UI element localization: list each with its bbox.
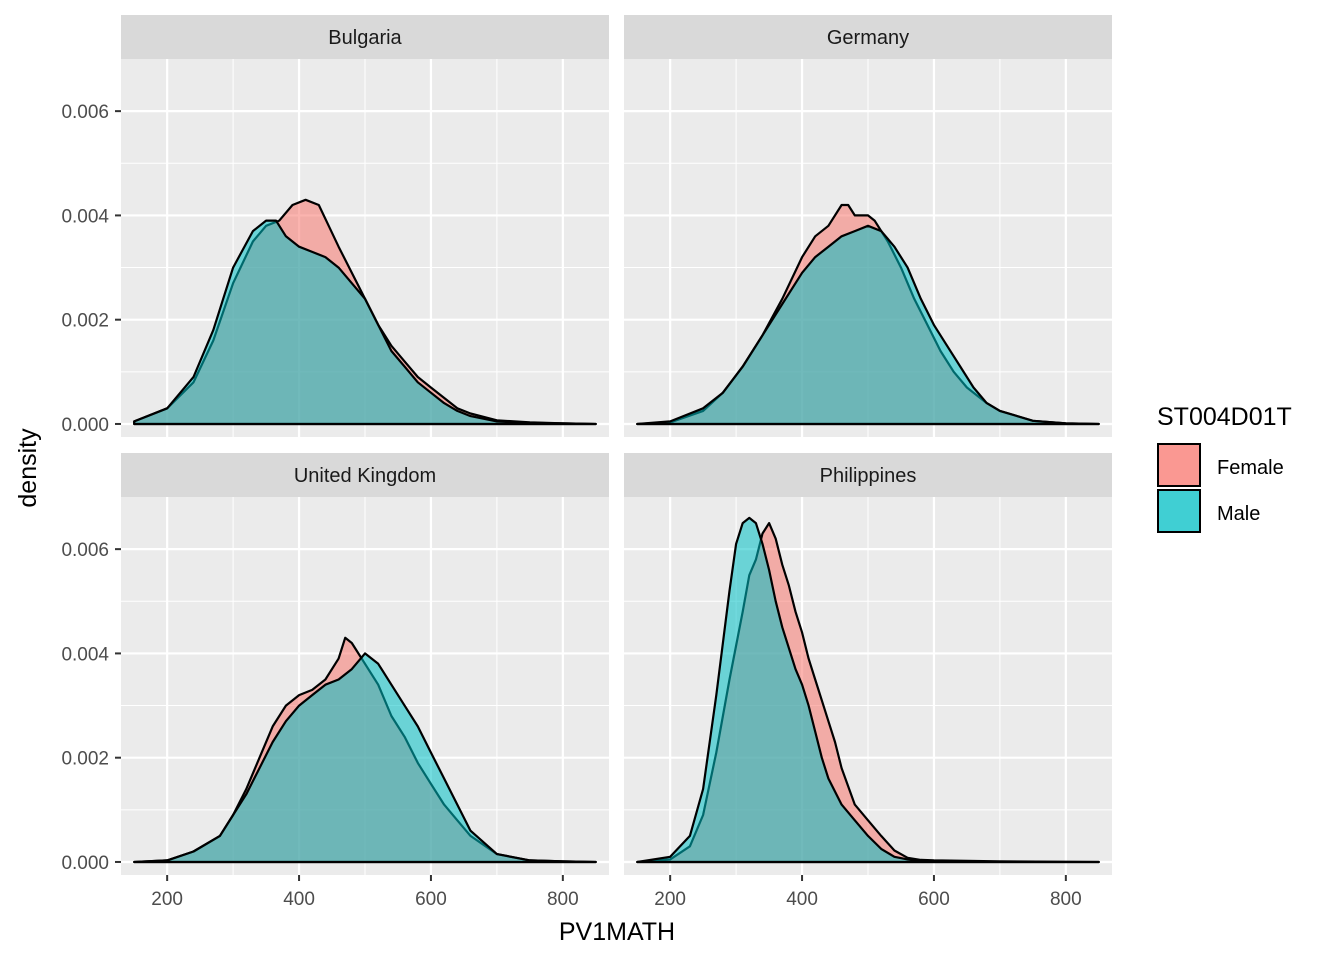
legend-item-female: Female [1157,443,1284,487]
x-tick-label: 200 [151,889,183,910]
legend-label-male: Male [1217,503,1260,525]
density-area-male [636,224,1100,426]
x-tick-label: 400 [283,889,315,910]
y-tick-label: 0.000 [61,415,109,436]
x-tick-label: 400 [786,889,818,910]
legend-key-male [1157,489,1201,533]
legend-item-male: Male [1157,489,1260,533]
legend-label-female: Female [1217,457,1284,479]
panel-united-kingdom: United Kingdom 0.000 0.002 0.004 0.006 200 400… [61,453,609,910]
strip-label: Philippines [820,465,917,487]
density-area-male [636,516,1100,864]
x-tick-label: 600 [918,889,950,910]
x-tick-label: 600 [415,889,447,910]
y-tick-label: 0.002 [61,311,109,332]
y-tick-label: 0.004 [61,206,109,227]
strip-background [121,15,609,59]
y-tick-label: 0.002 [61,749,109,770]
density-area-male [133,652,597,864]
legend-key-female [1157,443,1201,487]
legend: ST004D01T Female Male [1157,403,1292,533]
y-tick-label: 0.006 [61,102,109,123]
x-tick-label: 200 [654,889,686,910]
strip-label: Germany [827,27,909,49]
y-tick-label: 0.006 [61,540,109,561]
x-tick-label: 800 [1050,889,1082,910]
y-axis-title: density [14,428,42,508]
facet-panels: Bulgaria 0.000 0.002 0.004 0.006 Germany Unite… [61,15,1112,910]
y-tick-label: 0.004 [61,644,109,665]
x-axis-title: PV1MATH [559,918,675,946]
strip-background [624,453,1112,497]
strip-background [624,15,1112,59]
strip-label: Bulgaria [328,27,402,49]
panel-bulgaria: Bulgaria 0.000 0.002 0.004 0.006 [61,15,609,437]
strip-background [121,453,609,497]
density-area-male [133,219,597,426]
legend-title: ST004D01T [1157,403,1292,431]
x-tick-label: 800 [547,889,579,910]
panel-philippines: Philippines 200 400 600 800 [624,453,1112,910]
panel-germany: Germany [624,15,1112,437]
strip-label: United Kingdom [294,465,436,487]
y-tick-label: 0.000 [61,853,109,874]
